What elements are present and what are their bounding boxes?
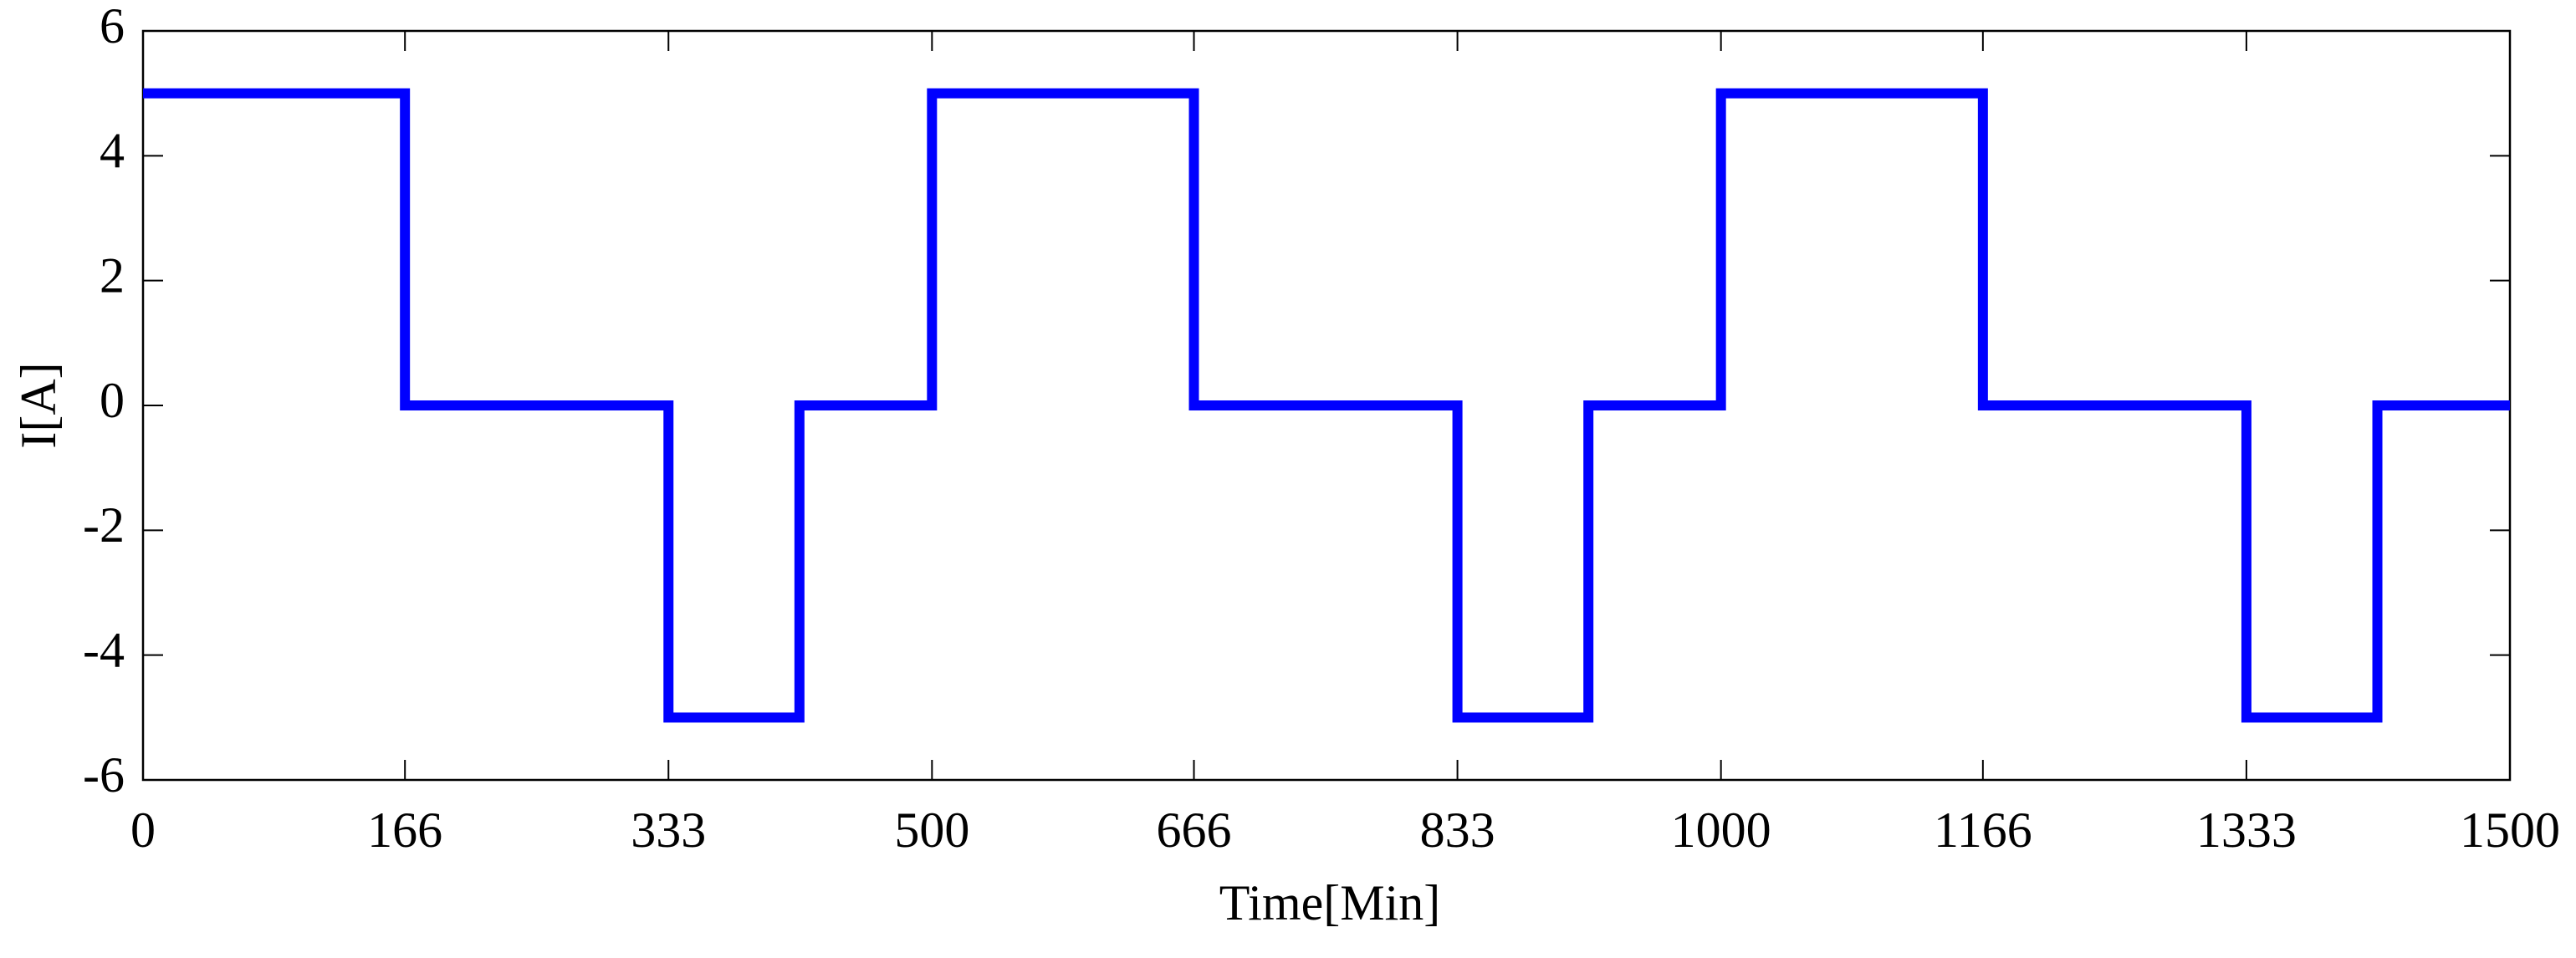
x-tick-label: 666 <box>1157 803 1232 858</box>
data-line <box>143 88 2510 723</box>
x-axis-label: Time[Min] <box>1219 875 1441 930</box>
x-tick-label: 833 <box>1420 803 1495 858</box>
y-tick-label: 0 <box>100 373 125 428</box>
y-tick-label: 2 <box>100 247 125 303</box>
x-tick-label: 1166 <box>1934 803 2032 858</box>
y-axis-label: I[A] <box>11 362 66 448</box>
x-tick-label: 333 <box>631 803 706 858</box>
y-tick-label: -4 <box>83 622 125 677</box>
x-tick-label: 0 <box>130 803 156 858</box>
y-tick-label: 4 <box>100 123 125 178</box>
x-tick-label: 166 <box>367 803 442 858</box>
x-tick-label: 1333 <box>2196 803 2297 858</box>
y-tick-label: -2 <box>83 497 125 553</box>
x-tick-label: 500 <box>894 803 969 858</box>
y-tick-label: 6 <box>100 0 125 54</box>
x-tick-label: 1000 <box>1671 803 1771 858</box>
y-tick-label: -6 <box>83 747 125 803</box>
x-tick-label: 1500 <box>2460 803 2560 858</box>
